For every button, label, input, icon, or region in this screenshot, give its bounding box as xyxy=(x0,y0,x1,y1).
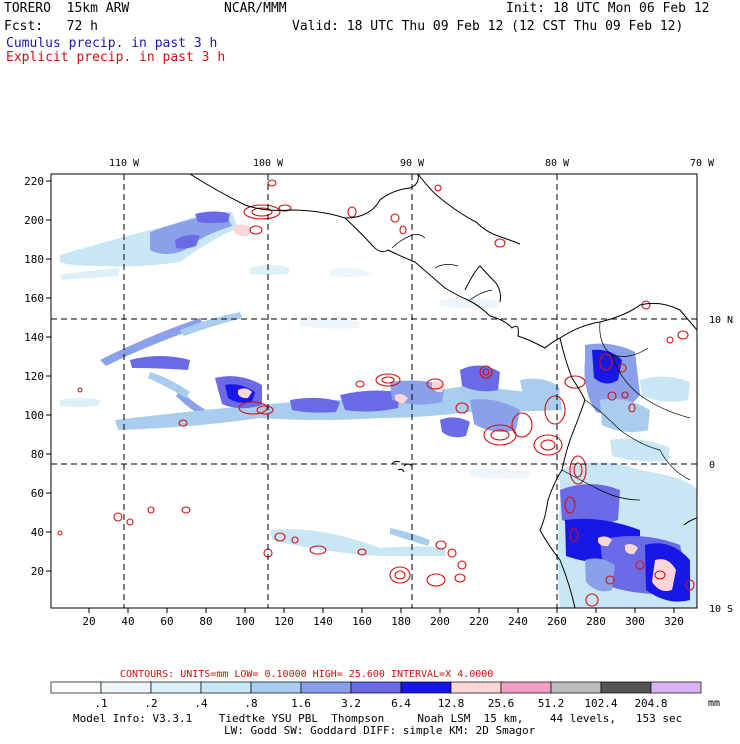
x-tick-label: 260 xyxy=(547,615,567,628)
x-tick-label: 180 xyxy=(391,615,411,628)
legend-swatch xyxy=(300,681,352,694)
lon-label: 110 W xyxy=(109,158,140,169)
lat-label: 0 xyxy=(709,460,715,471)
x-tick-label: 280 xyxy=(586,615,606,628)
legend-swatch xyxy=(650,681,702,694)
y-tick-label: 180 xyxy=(24,253,44,266)
legend-label: .1 xyxy=(94,697,107,710)
graticule xyxy=(51,174,697,608)
x-tick-label: 20 xyxy=(82,615,95,628)
coastlines xyxy=(189,174,697,608)
legend-label: 204.8 xyxy=(634,697,667,710)
axis-ticks xyxy=(46,180,675,613)
x-tick-label: 200 xyxy=(430,615,450,628)
x-tick-labels: 20 40 60 80 100 120 140 160 180 200 220 … xyxy=(82,615,684,628)
y-tick-label: 140 xyxy=(24,331,44,344)
x-tick-label: 300 xyxy=(625,615,645,628)
legend-label: 51.2 xyxy=(538,697,565,710)
legend-swatch xyxy=(200,681,252,694)
model-info: Model Info: V3.3.1 Tiedtke YSU PBL Thomp… xyxy=(73,712,683,725)
country-borders xyxy=(391,234,691,501)
lat-labels: 10 N 0 10 S xyxy=(709,315,733,615)
legend-label: .4 xyxy=(194,697,208,710)
y-tick-label: 200 xyxy=(24,214,44,227)
legend-label: 25.6 xyxy=(488,697,515,710)
lat-label: 10 S xyxy=(709,604,733,615)
lon-label: 70 W xyxy=(690,158,715,169)
color-legend: .1 .2 .4 .8 1.6 3.2 6.4 12.8 25.6 51.2 102.4 204.8 m… xyxy=(50,681,720,710)
x-tick-label: 100 xyxy=(235,615,255,628)
legend-label: .2 xyxy=(144,697,157,710)
y-tick-label: 220 xyxy=(24,175,44,188)
legend-label: 12.8 xyxy=(438,697,465,710)
x-tick-label: 60 xyxy=(160,615,173,628)
x-tick-label: 140 xyxy=(313,615,333,628)
legend-unit: mm xyxy=(708,698,720,709)
model-title: TORERO 15km ARW xyxy=(4,1,130,16)
y-tick-label: 80 xyxy=(31,448,44,461)
map-frame xyxy=(50,173,698,609)
legend-label: 1.6 xyxy=(291,697,311,710)
lon-labels: 110 W 100 W 90 W 80 W 70 W xyxy=(109,158,715,169)
y-tick-label: 120 xyxy=(24,370,44,383)
legend-label: .8 xyxy=(244,697,257,710)
legend-label: 6.4 xyxy=(391,697,411,710)
x-tick-label: 160 xyxy=(352,615,372,628)
legend-swatch xyxy=(100,681,152,694)
lon-label: 90 W xyxy=(400,158,425,169)
legend-swatch xyxy=(350,681,402,694)
legend-swatch xyxy=(400,681,452,694)
init-time: Init: 18 UTC Mon 06 Feb 12 xyxy=(506,1,710,16)
legend-swatch xyxy=(50,681,102,694)
y-tick-labels: 220 200 180 160 140 120 100 80 60 40 20 xyxy=(24,175,44,578)
lon-label: 100 W xyxy=(253,158,284,169)
contour-info: CONTOURS: UNITS=mm LOW= 0.10000 HIGH= 25… xyxy=(120,669,493,680)
lon-label: 80 W xyxy=(545,158,570,169)
legend-swatch xyxy=(450,681,502,694)
legend-swatch xyxy=(250,681,302,694)
center-label: NCAR/MMM xyxy=(224,1,287,16)
legend-label: 102.4 xyxy=(584,697,617,710)
x-tick-label: 220 xyxy=(469,615,489,628)
legend-swatch xyxy=(600,681,652,694)
field2-label: Explicit precip. in past 3 h xyxy=(6,50,226,65)
x-tick-label: 120 xyxy=(274,615,294,628)
y-tick-label: 40 xyxy=(31,526,44,539)
y-tick-label: 160 xyxy=(24,292,44,305)
legend-swatch xyxy=(150,681,202,694)
y-tick-label: 100 xyxy=(24,409,44,422)
legend-swatch xyxy=(500,681,552,694)
legend-swatch xyxy=(550,681,602,694)
physics-info: LW: Godd SW: Goddard DIFF: simple KM: 2D… xyxy=(224,724,536,737)
lat-label: 10 N xyxy=(709,315,733,326)
valid-time: Valid: 18 UTC Thu 09 Feb 12 (12 CST Thu … xyxy=(292,19,684,34)
legend-label: 3.2 xyxy=(341,697,361,710)
y-tick-label: 60 xyxy=(31,487,44,500)
y-tick-label: 20 xyxy=(31,565,44,578)
x-tick-label: 40 xyxy=(121,615,134,628)
forecast-hour: Fcst: 72 h xyxy=(4,19,98,34)
cumulus-precip-shading xyxy=(60,211,697,608)
field1-label: Cumulus precip. in past 3 h xyxy=(6,36,218,51)
x-tick-label: 240 xyxy=(508,615,528,628)
x-tick-label: 320 xyxy=(664,615,684,628)
x-tick-label: 80 xyxy=(199,615,212,628)
